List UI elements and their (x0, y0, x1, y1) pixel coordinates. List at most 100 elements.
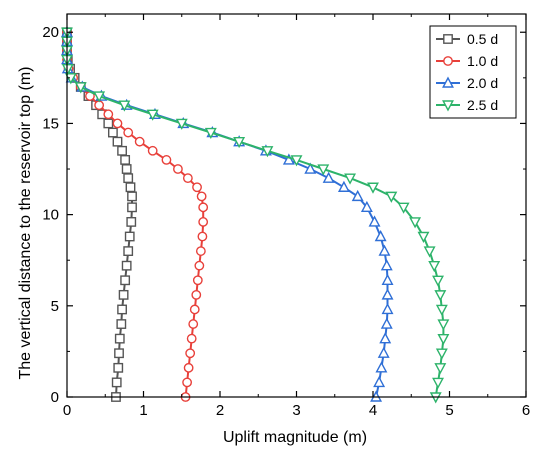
data-point-1-15 (192, 182, 202, 193)
data-point-0-5 (116, 319, 127, 329)
data-point-3-17 (317, 164, 330, 176)
data-point-3-18 (290, 155, 303, 167)
legend-marker-3 (442, 100, 454, 112)
series-0 (62, 27, 137, 402)
data-point-2-17 (304, 162, 317, 174)
data-point-0-7 (118, 289, 129, 300)
data-point-3-20 (233, 136, 246, 149)
data-point-1-18 (161, 155, 172, 165)
y-tick-label-4: 20 (42, 24, 59, 41)
series-3 (61, 27, 450, 404)
data-point-2-5 (380, 317, 393, 329)
data-point-1-13 (198, 202, 209, 213)
legend-label-0: 0.5 d (467, 31, 498, 47)
data-point-2-15 (337, 180, 350, 192)
data-point-0-1 (111, 377, 122, 388)
data-point-1-23 (103, 109, 114, 120)
data-point-2-6 (381, 302, 394, 315)
data-point-3-8 (432, 275, 444, 287)
data-point-0-22 (103, 118, 114, 129)
data-point-0-12 (126, 217, 137, 227)
data-point-3-13 (397, 202, 410, 214)
data-point-1-14 (196, 191, 207, 202)
data-point-1-7 (191, 289, 202, 300)
data-point-1-22 (112, 118, 123, 129)
y-tick-label-2: 10 (42, 207, 59, 224)
y-tick-label-1: 5 (51, 298, 59, 315)
data-point-3-9 (428, 260, 441, 273)
data-point-2-4 (379, 332, 392, 344)
data-point-0-20 (112, 136, 123, 147)
data-point-3-10 (423, 246, 436, 258)
data-point-1-4 (186, 333, 197, 344)
data-point-0-19 (117, 145, 127, 156)
legend: 0.5 d 1.0 d 2.0 d 2.5 d (429, 25, 517, 119)
data-point-0-2 (113, 362, 124, 373)
data-point-3-7 (434, 290, 447, 302)
x-tick-label-0: 0 (63, 402, 71, 419)
data-point-3-28 (61, 64, 74, 76)
data-point-3-19 (261, 146, 274, 158)
data-point-0-11 (124, 231, 135, 242)
data-point-2-13 (360, 200, 373, 213)
data-point-0-15 (125, 182, 136, 193)
data-point-1-20 (134, 136, 145, 147)
data-point-3-22 (175, 118, 188, 130)
axes-layer: 0 1 2 3 4 5 6 0 5 10 15 20 (42, 13, 530, 419)
data-point-1-5 (188, 319, 199, 329)
data-point-2-14 (351, 189, 364, 202)
data-point-1-2 (183, 362, 194, 373)
data-point-0-16 (123, 173, 134, 184)
data-point-3-6 (435, 304, 448, 316)
data-point-1-17 (173, 164, 183, 174)
data-point-3-4 (437, 333, 450, 346)
data-point-3-1 (432, 377, 444, 389)
data-point-0-21 (107, 127, 118, 138)
data-point-2-1 (373, 375, 386, 388)
y-axis-title: The vertical distance to the reservoir t… (17, 66, 34, 379)
data-point-1-6 (189, 304, 200, 315)
data-point-3-5 (437, 319, 450, 331)
x-tick-label-1: 1 (139, 402, 147, 419)
data-point-0-17 (121, 164, 132, 174)
x-tick-label-4: 4 (369, 402, 377, 419)
x-tick-label-3: 3 (292, 402, 300, 419)
data-point-2-11 (374, 230, 387, 242)
legend-label-1: 1.0 d (467, 53, 498, 69)
data-point-0-3 (114, 348, 124, 359)
data-point-0-18 (120, 155, 131, 165)
data-point-2-10 (378, 244, 391, 256)
legend-label-3: 2.5 d (467, 97, 498, 113)
data-point-3-16 (344, 173, 357, 185)
series-layer (61, 25, 450, 404)
data-point-1-21 (123, 127, 134, 138)
data-point-0-4 (114, 333, 125, 344)
data-point-3-3 (435, 348, 448, 360)
legend-marker-0 (443, 34, 453, 44)
data-point-0-13 (127, 202, 137, 213)
data-point-1-1 (182, 377, 193, 388)
data-point-1-3 (185, 348, 196, 359)
data-point-2-16 (322, 171, 335, 183)
data-point-2-7 (381, 288, 394, 300)
data-point-2-3 (377, 346, 390, 358)
y-tick-label-3: 15 (42, 115, 59, 132)
data-point-3-21 (204, 127, 217, 140)
legend-marker-1 (443, 56, 453, 66)
data-point-2-12 (368, 215, 381, 227)
x-tick-label-5: 5 (445, 402, 453, 419)
data-point-0-9 (121, 260, 132, 271)
data-point-2-2 (375, 361, 388, 373)
data-point-3-24 (118, 100, 131, 112)
data-point-1-8 (192, 275, 203, 286)
data-point-3-15 (367, 182, 379, 194)
data-point-0-10 (123, 246, 134, 256)
legend-marker-2 (442, 76, 454, 88)
data-point-3-11 (417, 231, 430, 243)
legend-label-2: 2.0 d (467, 75, 498, 91)
data-point-3-26 (74, 82, 87, 94)
data-point-0-8 (120, 275, 131, 286)
x-tick-label-6: 6 (522, 402, 530, 419)
data-point-1-11 (197, 231, 208, 242)
